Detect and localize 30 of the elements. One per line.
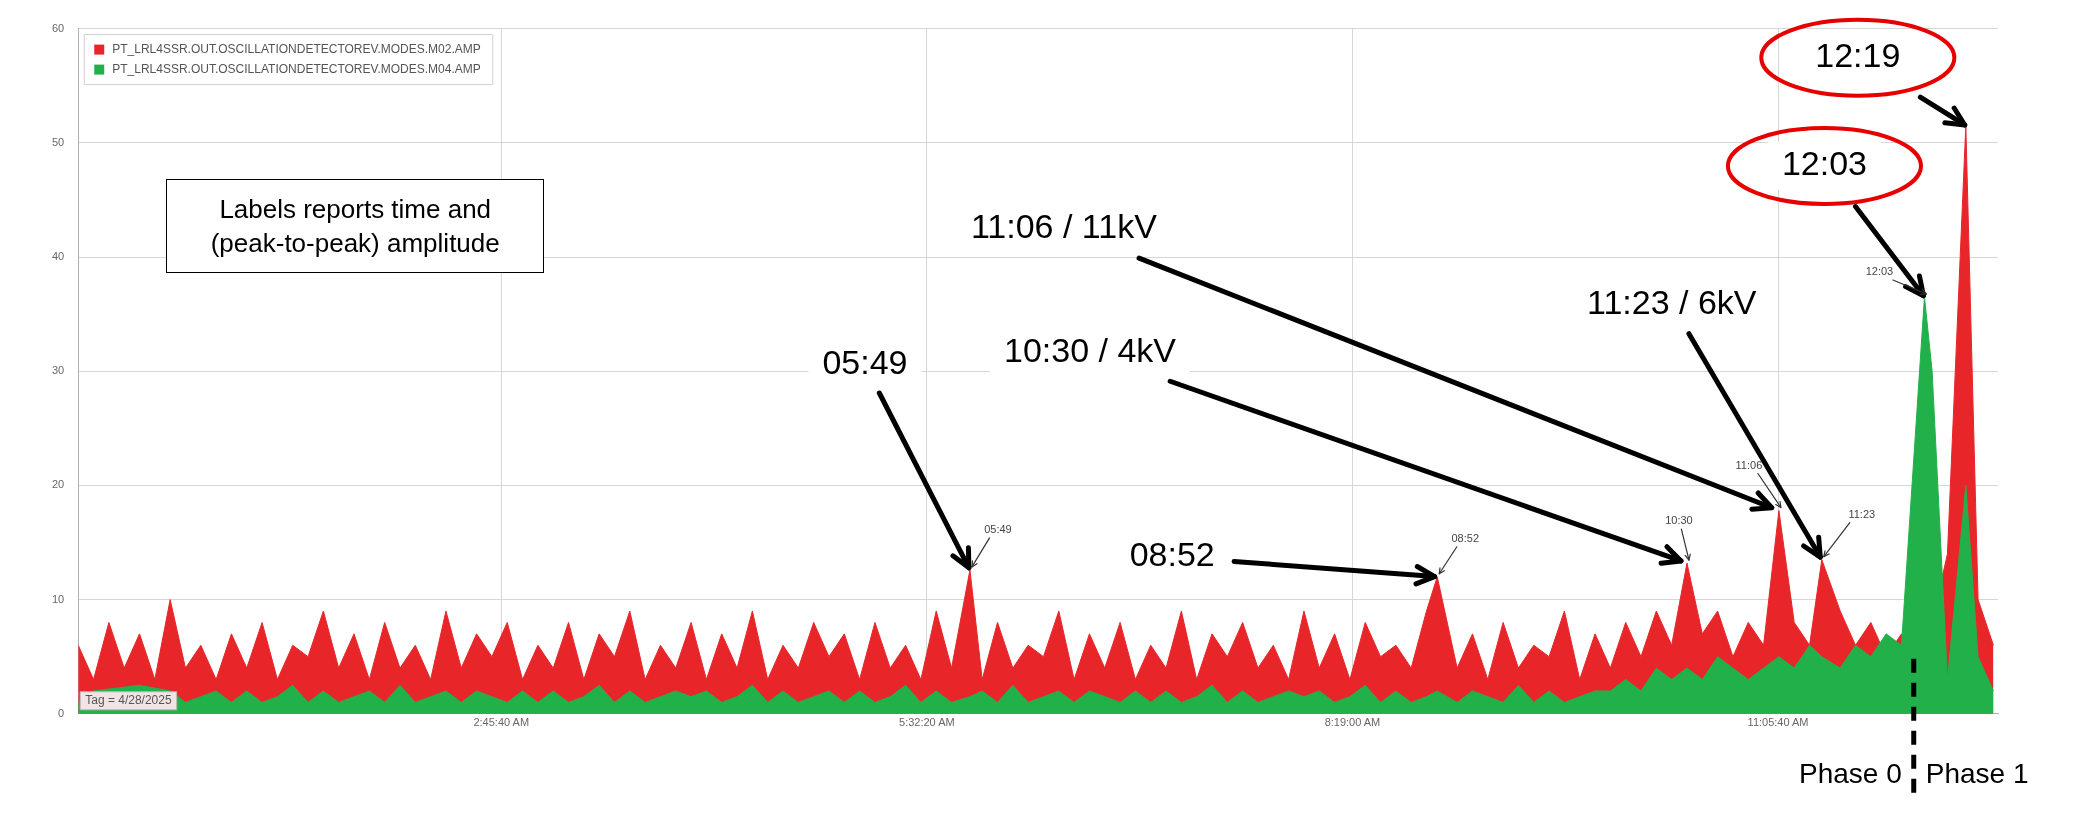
annotation: 10:30 / 4kV (1003, 331, 1177, 370)
legend-label: PT_LRL4SSR.OUT.OSCILLATIONDETECTOREV.MODES.M04.AMP (112, 61, 481, 76)
legend-label: PT_LRL4SSR.OUT.OSCILLATIONDETECTOREV.MODES.M02.AMP (112, 41, 481, 56)
annotation: 08:52 (1129, 535, 1215, 574)
annotation: 11:23 / 6kV (1587, 283, 1757, 322)
annotation: 05:49 (984, 522, 1012, 535)
annotation: Tag = 4/28/2025 (85, 693, 172, 708)
annotation: 12:19 (1815, 36, 1901, 75)
note-box: Labels reports time and (peak-to-peak) amplitude (166, 178, 545, 273)
y-tick-label: 0 (58, 706, 65, 719)
x-tick-label: 5:32:20 AM (899, 716, 955, 729)
text: Phase 1 (1925, 757, 2029, 789)
text: Phase 0 (1798, 757, 1902, 789)
annotation: 08:52 (1451, 531, 1479, 544)
x-tick-label: 2:45:40 AM (473, 716, 530, 729)
annotation: 10:30 (1665, 514, 1693, 527)
y-tick-label: 10 (51, 592, 65, 605)
x-tick-label: 8:19:00 AM (1324, 716, 1381, 729)
x-tick-label: 11:05:40 AM (1747, 716, 1809, 729)
y-tick-label: 20 (51, 478, 65, 491)
y-tick-label: 30 (51, 364, 65, 377)
annotation: 11:06 (1735, 458, 1763, 471)
y-tick-label: 60 (51, 21, 65, 34)
annotation: 12:03 (1781, 144, 1867, 183)
annotation: 12:03 (1865, 265, 1894, 277)
y-tick-label: 40 (51, 250, 65, 263)
annotation: 11:06 / 11kV (970, 206, 1158, 245)
annotation: 05:49 (822, 343, 908, 382)
annotation: 11:23 (1848, 507, 1876, 520)
y-tick-label: 50 (51, 135, 65, 148)
